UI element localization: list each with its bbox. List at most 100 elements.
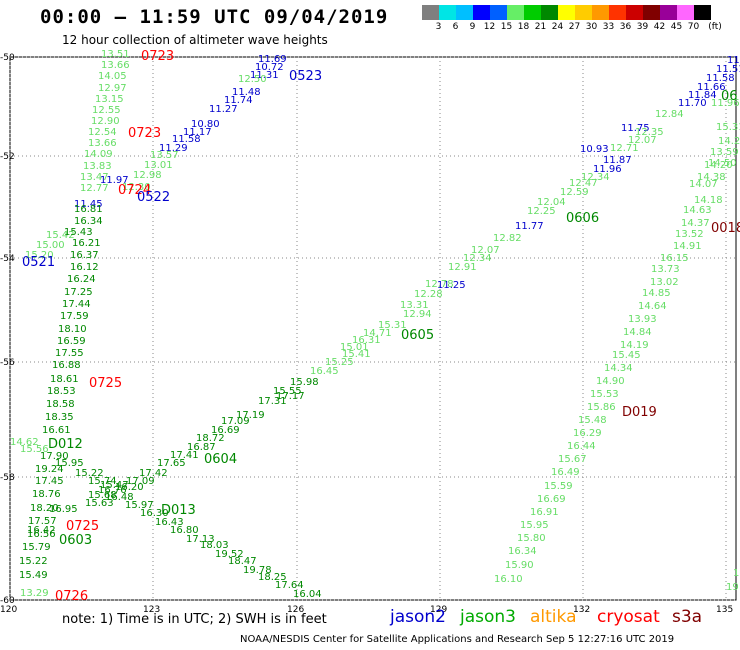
swh-value-light: 11.96	[711, 98, 740, 109]
swh-value-jason3: 15.47	[100, 480, 129, 491]
satellite-altika: altika	[530, 607, 577, 627]
legend-swatch	[422, 5, 439, 20]
time-marker: D012	[48, 437, 83, 452]
swh-value-light: 12.47	[569, 178, 598, 189]
swh-value-jason3: 17.13	[186, 534, 215, 545]
swh-value-light: 13.93	[628, 314, 657, 325]
swh-value-light: 13.47	[80, 172, 109, 183]
legend-swatch	[541, 5, 558, 20]
swh-value-jason3: 16.69	[211, 425, 240, 436]
swh-value-light: 12.25	[527, 206, 556, 217]
swh-value-light: 16.31	[352, 335, 381, 346]
swh-value-jason3: 16.24	[67, 274, 96, 285]
swh-value-jason3: 17.64	[275, 580, 304, 591]
swh-value-jason2: 11.27	[209, 104, 238, 115]
legend-label: 9	[469, 22, 476, 32]
swh-value-light: 15.59	[544, 481, 573, 492]
swh-value-light: 14.64	[638, 301, 667, 312]
swh-value-jason3: 16.87	[187, 442, 216, 453]
legend-label: 24	[551, 22, 564, 32]
swh-value-light: 12.94	[403, 309, 432, 320]
swh-value-light: 12.71	[610, 143, 639, 154]
time-marker: 0523	[289, 69, 322, 84]
swh-value-jason3: 16.76	[98, 485, 127, 496]
swh-value-light: 14.28	[718, 136, 740, 147]
swh-value-light: 15.80	[517, 533, 546, 544]
legend-label: 12	[483, 22, 496, 32]
swh-value-jason3: 15.74	[88, 476, 117, 487]
swh-value-jason3: 16.80	[170, 525, 199, 536]
legend-swatch	[694, 5, 711, 20]
swh-value-jason2: 11.58	[706, 73, 735, 84]
swh-value-jason3: 16.88	[52, 360, 81, 371]
time-marker: 0606	[566, 211, 599, 226]
swh-value-light: 12.07	[471, 245, 500, 256]
swh-value-jason3: 18.25	[258, 572, 287, 583]
y-tick-label: -52	[0, 152, 15, 162]
swh-value-light: 15.86	[587, 402, 616, 413]
legend-swatch	[473, 5, 490, 20]
time-marker: 0018	[711, 221, 740, 236]
legend-swatch	[626, 5, 643, 20]
time-marker: 0604	[204, 452, 237, 467]
swh-value-light: 13.52	[675, 229, 704, 240]
swh-value-light: 14.38	[697, 172, 726, 183]
swh-value-jason3: 15.97	[125, 500, 154, 511]
swh-value-light: 12.59	[560, 187, 589, 198]
swh-value-light: 13.31	[400, 300, 429, 311]
swh-value-light: 15.67	[558, 454, 587, 465]
satellite-jason3: jason3	[460, 607, 516, 627]
x-tick-label: 123	[143, 605, 160, 615]
swh-value-jason3: 15.22	[75, 468, 104, 479]
y-tick-label: -60	[0, 596, 15, 606]
swh-value-jason2: 11.69	[258, 54, 287, 65]
swh-value-jason3: 15.68	[88, 490, 117, 501]
time-marker: 0723	[128, 126, 161, 141]
time-marker: 0726	[55, 589, 88, 604]
credit-line: NOAA/NESDIS Center for Satellite Applica…	[240, 634, 675, 645]
swh-value-jason3: 17.09	[221, 416, 250, 427]
swh-value-light: 12.82	[493, 233, 522, 244]
swh-value-light: 16.34	[508, 546, 537, 557]
x-tick-label: 132	[573, 605, 590, 615]
swh-value-light: 13.01	[144, 160, 173, 171]
legend-swatch	[490, 5, 507, 20]
swh-value-light: 16.49	[551, 467, 580, 478]
swh-value-jason3: 15.98	[290, 377, 319, 388]
swh-value-light: 12.55	[92, 105, 121, 116]
swh-value-light: 13.73	[651, 264, 680, 275]
legend-label: 42	[653, 22, 666, 32]
swh-value-jason2: 11.17	[183, 127, 212, 138]
swh-value-light: 18	[733, 568, 740, 579]
legend-swatch	[558, 5, 575, 20]
swh-value-light: 14.09	[84, 149, 113, 160]
swh-value-jason3: 19.52	[215, 549, 244, 560]
swh-value-light: 12.54	[88, 127, 117, 138]
swh-value-light: 12.78	[425, 279, 454, 290]
time-marker: 0724	[118, 183, 151, 198]
swh-value-jason3: 16.34	[74, 216, 103, 227]
y-tick-label: -50	[0, 53, 15, 63]
swh-value-light: 12.07	[628, 135, 657, 146]
swh-value-jason2: 11.25	[437, 280, 466, 291]
swh-value-jason2: 11.74	[224, 95, 253, 106]
time-marker: 0725	[66, 519, 99, 534]
swh-value-jason3: 16.42	[27, 525, 56, 536]
swh-value-jason3: 17.42	[139, 468, 168, 479]
swh-value-jason3: 15.43	[64, 227, 93, 238]
swh-value-light: 16.69	[537, 494, 566, 505]
swh-value-jason2: 11.48	[232, 87, 261, 98]
swh-value-jason3: 15.55	[273, 386, 302, 397]
swh-value-jason2: 11.87	[603, 155, 632, 166]
swh-value-light: 14.05	[98, 71, 127, 82]
swh-value-light: 15.90	[505, 560, 534, 571]
legend-swatch	[507, 5, 524, 20]
swh-value-light: 12.98	[133, 170, 162, 181]
swh-value-light: 14.71	[363, 328, 392, 339]
swh-value-light: 13.59	[710, 147, 739, 158]
swh-value-jason2: 11.77	[515, 221, 544, 232]
swh-value-jason2: 10.80	[191, 119, 220, 130]
swh-value-light: 12.91	[448, 262, 477, 273]
color-legend: 3 6 9 12 15 18 21 24 27 30 33 36 39 42 45 70 (ft)	[422, 5, 728, 33]
swh-value-light: 15.42	[46, 230, 75, 241]
